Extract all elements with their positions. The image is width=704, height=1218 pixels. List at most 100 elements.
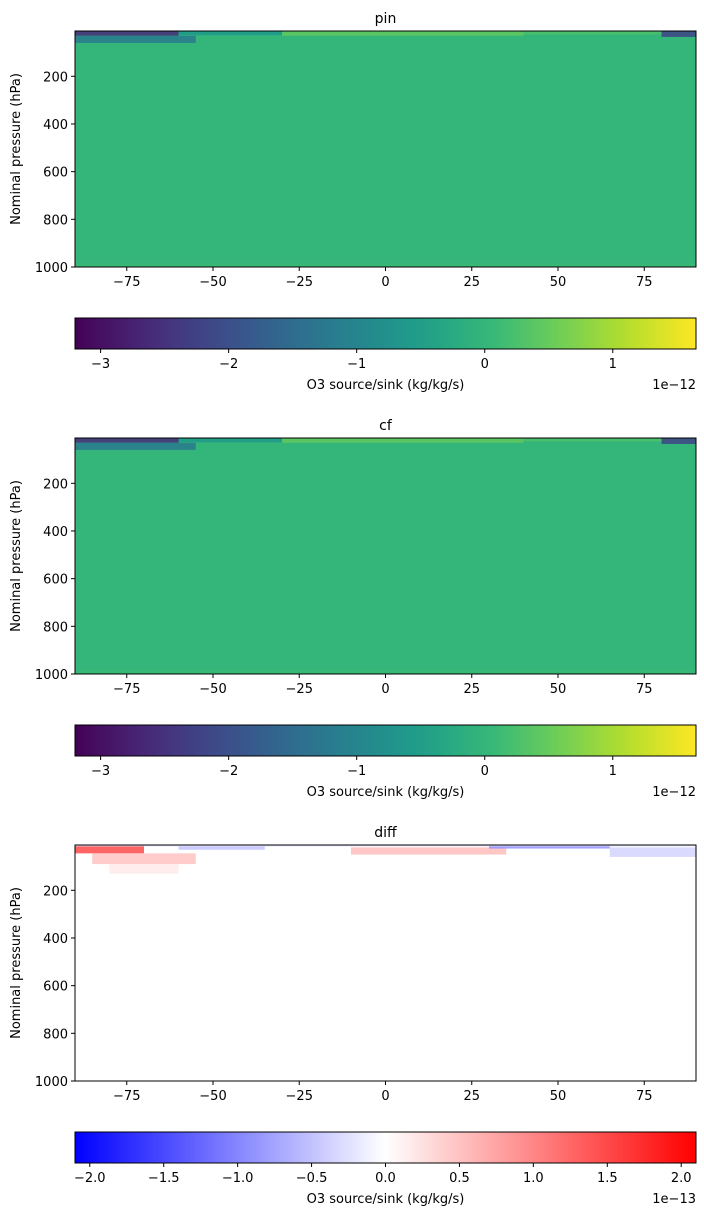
- x-tick-label-1-1: −50: [199, 682, 226, 697]
- x-tick-label-2-2: −25: [286, 1089, 313, 1104]
- y-tick-label-2-1: 400: [43, 932, 68, 947]
- x-tick-label-0-6: 75: [636, 275, 653, 290]
- colorbar-tick-label-2-4: 0.0: [375, 1171, 396, 1186]
- heatmap-field-0: [75, 31, 696, 267]
- x-tick-label-2-1: −50: [199, 1089, 226, 1104]
- heatmap-feature-0-0: [75, 31, 179, 36]
- heatmap-field-2: [75, 845, 696, 1081]
- heatmap-feature-1-3: [282, 438, 524, 443]
- x-tick-label-0-5: 50: [550, 275, 567, 290]
- x-tick-label-0-2: −25: [286, 275, 313, 290]
- x-tick-label-1-0: −75: [113, 682, 140, 697]
- heatmap-feature-0-4: [523, 31, 662, 35]
- y-tick-label-0-1: 400: [43, 118, 68, 133]
- panel-title-2: diff: [374, 825, 397, 841]
- y-tick-label-1-2: 600: [43, 573, 68, 588]
- x-tick-label-2-4: 25: [463, 1089, 480, 1104]
- x-tick-label-0-0: −75: [113, 275, 140, 290]
- colorbar-tick-label-0-3: 0: [481, 357, 489, 372]
- colorbar-offset-text-0: 1e−12: [652, 378, 696, 393]
- colorbar-tick-label-0-4: 1: [609, 357, 617, 372]
- x-tick-label-0-1: −50: [199, 275, 226, 290]
- y-axis-label-2: Nominal pressure (hPa): [9, 887, 24, 1039]
- x-tick-label-1-2: −25: [286, 682, 313, 697]
- heatmap-feature-0-5: [661, 31, 696, 37]
- colorbar-tick-label-1-2: −1: [347, 764, 366, 779]
- heatmap-feature-1-1: [75, 442, 196, 450]
- heatmap-feature-0-6: [75, 263, 696, 267]
- colorbar-offset-text-2: 1e−13: [652, 1192, 696, 1207]
- colorbar-tick-label-1-3: 0: [481, 764, 489, 779]
- y-tick-label-0-0: 200: [43, 70, 68, 85]
- colorbar-tick-label-0-0: −3: [91, 357, 110, 372]
- y-tick-label-1-3: 800: [43, 620, 68, 635]
- colorbar-2: [74, 1131, 697, 1164]
- y-axis-label-0: Nominal pressure (hPa): [9, 73, 24, 225]
- x-tick-label-2-6: 75: [636, 1089, 653, 1104]
- heatmap-feature-2-4: [351, 847, 507, 855]
- heatmap-feature-1-0: [75, 438, 179, 443]
- x-tick-label-2-5: 50: [550, 1089, 567, 1104]
- colorbar-tick-label-2-6: 1.0: [523, 1171, 544, 1186]
- panel-1: cf −75 −50 −25 0 25 50 75 200 400 600 800 1000 Nomina…: [9, 418, 697, 800]
- colorbar-0: [74, 317, 697, 350]
- heatmap-background-1: [75, 438, 696, 674]
- heatmap-feature-2-0: [75, 845, 144, 854]
- colorbar-tick-label-0-1: −2: [219, 357, 238, 372]
- panel-0: pin −75 −50 −25 0 25 50 75 200 400 600 800 1000 Nomin…: [9, 11, 697, 393]
- colorbar-label-0: O3 source/sink (kg/kg/s): [307, 378, 465, 393]
- heatmap-feature-0-2: [178, 31, 282, 36]
- colorbar-label-2: O3 source/sink (kg/kg/s): [307, 1192, 465, 1207]
- heatmap-feature-2-5: [489, 845, 610, 849]
- y-tick-label-1-1: 400: [43, 525, 68, 540]
- x-tick-label-0-4: 25: [463, 275, 480, 290]
- colorbar-tick-label-2-5: 0.5: [449, 1171, 470, 1186]
- y-tick-label-2-3: 800: [43, 1027, 68, 1042]
- x-tick-label-1-6: 75: [636, 682, 653, 697]
- colorbar-1: [74, 724, 697, 757]
- y-axis-label-1: Nominal pressure (hPa): [9, 480, 24, 632]
- heatmap-feature-1-6: [75, 670, 696, 674]
- x-tick-label-2-0: −75: [113, 1089, 140, 1104]
- colorbar-tick-label-1-1: −2: [219, 764, 238, 779]
- y-tick-label-2-4: 1000: [35, 1075, 68, 1090]
- panel-title-1: cf: [379, 418, 393, 434]
- colorbar-tick-label-2-0: −2.0: [74, 1171, 106, 1186]
- panel-title-0: pin: [375, 11, 397, 27]
- y-tick-label-0-2: 600: [43, 166, 68, 181]
- heatmap-background-2: [75, 845, 696, 1081]
- colorbar-tick-label-2-1: −1.5: [148, 1171, 180, 1186]
- heatmap-feature-2-7: [75, 845, 696, 847]
- heatmap-feature-0-1: [75, 35, 196, 43]
- x-tick-label-2-3: 0: [381, 1089, 389, 1104]
- x-tick-label-1-3: 0: [381, 682, 389, 697]
- heatmap-background-0: [75, 31, 696, 267]
- colorbar-label-1: O3 source/sink (kg/kg/s): [307, 785, 465, 800]
- y-tick-label-1-0: 200: [43, 477, 68, 492]
- y-tick-label-2-2: 600: [43, 980, 68, 995]
- heatmap-feature-2-3: [178, 846, 265, 850]
- y-tick-label-0-3: 800: [43, 213, 68, 228]
- colorbar-tick-label-2-2: −1.0: [222, 1171, 254, 1186]
- y-tick-label-0-4: 1000: [35, 261, 68, 276]
- heatmap-feature-2-6: [609, 847, 696, 857]
- y-tick-label-1-4: 1000: [35, 668, 68, 683]
- x-tick-label-1-4: 25: [463, 682, 480, 697]
- colorbar-offset-text-1: 1e−12: [652, 785, 696, 800]
- heatmap-feature-1-4: [523, 438, 662, 442]
- colorbar-tick-label-2-7: 1.5: [597, 1171, 618, 1186]
- colorbar-tick-label-1-0: −3: [91, 764, 110, 779]
- heatmap-feature-1-5: [661, 438, 696, 444]
- colorbar-tick-label-0-2: −1: [347, 357, 366, 372]
- colorbar-tick-label-2-8: 2.0: [671, 1171, 692, 1186]
- x-tick-label-1-5: 50: [550, 682, 567, 697]
- y-tick-label-2-0: 200: [43, 884, 68, 899]
- heatmap-feature-1-2: [178, 438, 282, 443]
- heatmap-feature-2-2: [109, 864, 179, 874]
- heatmap-field-1: [75, 438, 696, 674]
- heatmap-feature-2-1: [92, 853, 196, 865]
- heatmap-feature-0-3: [282, 31, 524, 36]
- panel-2: diff −75 −50 −25 0 25 50 75 200 400 600 800 1000 Nomi…: [9, 825, 697, 1207]
- colorbar-tick-label-2-3: −0.5: [296, 1171, 328, 1186]
- colorbar-tick-label-1-4: 1: [609, 764, 617, 779]
